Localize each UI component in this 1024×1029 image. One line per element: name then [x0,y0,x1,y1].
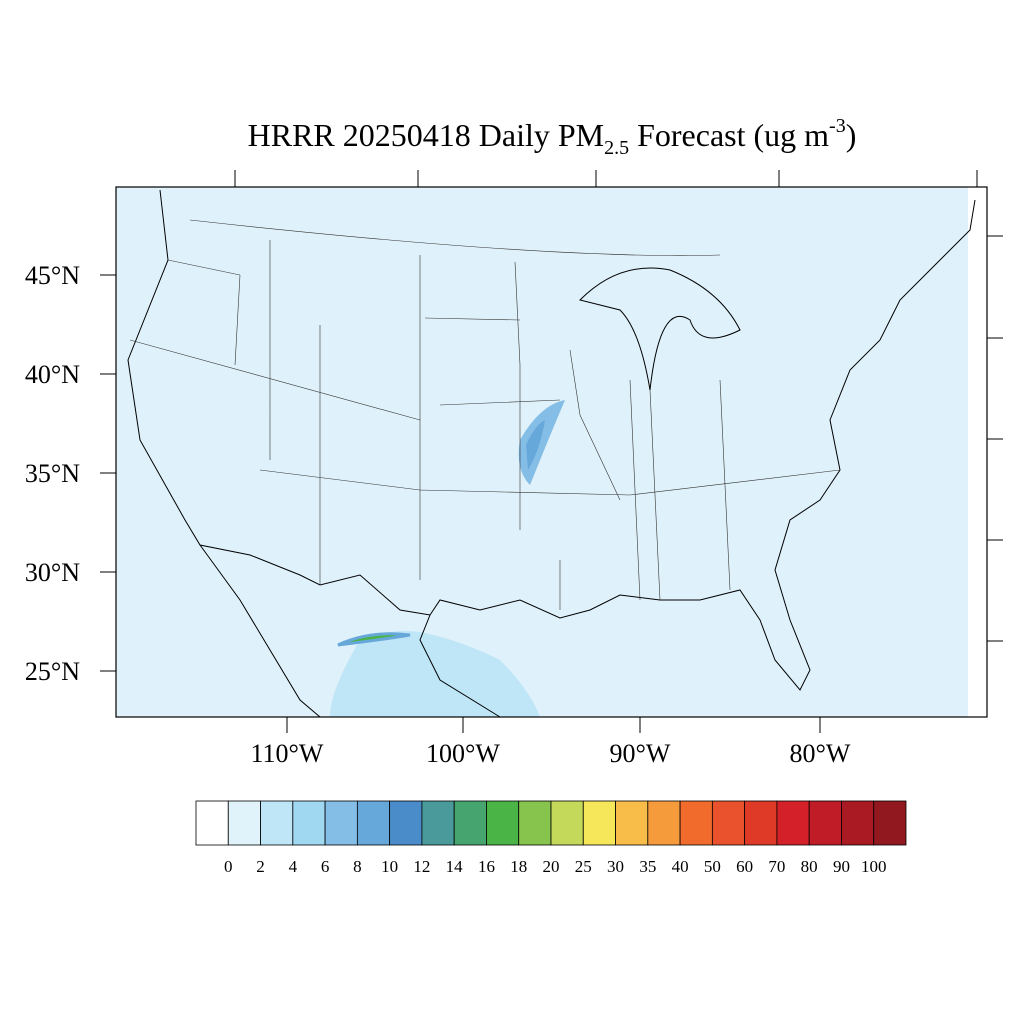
colorbar-label: 4 [289,857,298,876]
lat-label: 40°N [25,360,80,389]
colorbar-box [711,800,746,846]
plume [526,420,545,470]
map-edge [968,187,987,717]
colorbar-label: 6 [321,857,330,876]
colorbar-label: 16 [478,857,495,876]
colorbar-box [195,800,229,846]
map-background [116,187,987,717]
lon-label: 80°W [790,739,851,768]
colorbar-label: 0 [224,857,233,876]
colorbar-label: 100 [861,857,887,876]
title-superscript: -3 [829,115,846,137]
colorbar-box [486,800,520,846]
title-main: HRRR 20250418 Daily PM [248,117,604,153]
colorbar-box [582,800,616,846]
lon-label: 90°W [610,739,671,768]
great-lakes [579,267,741,391]
colorbar-label: 20 [543,857,560,876]
colorbar-box [324,800,358,846]
colorbar-label: 70 [768,857,785,876]
colorbar-label: 12 [413,857,430,876]
colorbar-box [227,800,261,846]
colorbar-box [841,800,875,846]
title-close: ) [846,117,857,153]
lat-label: 30°N [25,558,80,587]
map [115,170,1003,718]
colorbar-label: 50 [704,857,721,876]
colorbar-box [615,800,649,846]
colorbar-box [260,800,294,846]
colorbar-label: 30 [607,857,624,876]
colorbar-label: 60 [736,857,753,876]
plume [330,631,540,717]
map-ticks [234,170,1003,642]
map-frame [115,186,988,718]
title: HRRR 20250418 Daily PM2.5 Forecast (ug m… [248,115,857,159]
title-rest: Forecast (ug m [629,117,829,153]
colorbar-box [873,800,907,846]
colorbar-label: 14 [446,857,464,876]
lat-label: 45°N [25,261,80,290]
lon-label: 110°W [251,739,324,768]
lat-label: 35°N [25,459,80,488]
coastline [199,544,501,718]
colorbar-box [453,800,487,846]
colorbar-label: 8 [353,857,362,876]
colorbar-box [744,800,778,846]
plume [337,632,411,647]
colorbar-box [679,800,713,846]
colorbar-box [808,800,842,846]
colorbar-label: 10 [381,857,398,876]
colorbar-label: 80 [801,857,818,876]
colorbar-box [292,800,326,846]
colorbar-box [421,800,455,846]
colorbar-label: 25 [575,857,592,876]
colorbar-box [356,800,391,846]
colorbar-label: 90 [833,857,850,876]
lat-label: 25°N [25,657,80,686]
colorbar-label: 40 [672,857,689,876]
title-subscript: 2.5 [604,137,629,159]
colorbar-label: 18 [510,857,527,876]
colorbar-box [647,800,681,846]
colorbar-box [389,800,423,846]
state-line [129,219,841,610]
colorbar-label: 35 [639,857,656,876]
lon-label: 100°W [426,739,500,768]
colorbar-box [518,800,552,846]
colorbar-label: 2 [256,857,265,876]
colorbar-box [550,800,584,846]
colorbar-box [776,800,810,846]
